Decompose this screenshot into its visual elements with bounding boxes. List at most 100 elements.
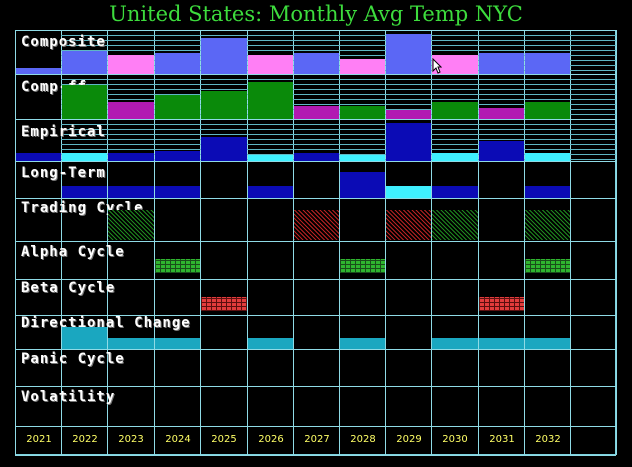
comp-ff-bar (62, 85, 107, 119)
long-term-bar (432, 186, 478, 198)
column-divider (431, 30, 432, 455)
mouse-cursor-icon (432, 58, 442, 74)
empirical-bar (525, 153, 570, 161)
year-label: 2027 (304, 434, 330, 445)
row-label-volatility: Volatility (21, 389, 116, 405)
year-label: 2025 (211, 434, 237, 445)
comp-ff-bar (108, 102, 154, 119)
row-divider (15, 74, 616, 75)
row-divider (15, 198, 616, 199)
empirical-bar (479, 141, 524, 161)
sub-gridline (61, 79, 616, 80)
sub-gridline (61, 35, 616, 36)
comp-ff-bar (432, 102, 478, 119)
alpha-cycle-mark (525, 259, 570, 273)
sub-gridline (61, 45, 616, 46)
row-label-beta-cycle: Beta Cycle (21, 280, 116, 296)
directional-change-bar (155, 338, 200, 349)
long-term-bar (340, 172, 385, 198)
sub-gridline (61, 134, 616, 135)
empirical-bar (201, 137, 247, 161)
directional-change-bar (62, 327, 107, 349)
composite-bar (108, 55, 154, 74)
long-term-bar (248, 186, 293, 198)
year-label: 2023 (118, 434, 144, 445)
directional-change-bar (248, 338, 293, 349)
long-term-bar (525, 186, 570, 198)
row-label-alpha-cycle: Alpha Cycle (21, 244, 125, 260)
year-label: 2021 (26, 434, 52, 445)
column-divider (107, 30, 108, 455)
empirical-bar (432, 153, 478, 161)
row-divider (15, 279, 616, 280)
row-label-long-term: Long-Term (21, 165, 106, 181)
year-label: 2028 (350, 434, 376, 445)
row-divider (15, 386, 616, 387)
row-divider (15, 455, 616, 456)
column-divider (385, 30, 386, 455)
column-divider (478, 30, 479, 455)
sub-gridline (61, 94, 616, 95)
column-divider (200, 30, 201, 455)
empirical-bar (155, 151, 200, 161)
row-divider (15, 349, 616, 350)
composite-bar (248, 55, 293, 74)
chart-title: United States: Monthly Avg Temp NYC (109, 2, 523, 26)
column-divider (15, 30, 16, 455)
comp-ff-bar (479, 108, 524, 119)
trading-cycle-mark (432, 210, 478, 240)
sub-gridline (61, 89, 616, 90)
composite-bar (340, 59, 385, 74)
sub-gridline (61, 144, 616, 145)
sub-gridline (61, 124, 616, 125)
directional-change-bar (432, 338, 478, 349)
row-label-panic-cycle: Panic Cycle (21, 351, 125, 367)
comp-ff-bar (525, 102, 570, 119)
composite-bar (294, 53, 339, 74)
composite-bar (386, 34, 431, 74)
empirical-bar (108, 153, 154, 161)
empirical-bar (294, 153, 339, 161)
trading-cycle-mark (525, 210, 570, 240)
comp-ff-bar (201, 91, 247, 119)
composite-bar (155, 53, 200, 74)
empirical-bar (62, 153, 107, 161)
directional-change-bar (340, 338, 385, 349)
year-label: 2026 (258, 434, 284, 445)
column-divider (524, 30, 525, 455)
column-divider (293, 30, 294, 455)
sub-gridline (61, 104, 616, 105)
directional-change-bar (479, 338, 524, 349)
composite-bar (432, 55, 478, 74)
long-term-bar (108, 186, 154, 198)
alpha-cycle-mark (340, 259, 385, 273)
column-divider (247, 30, 248, 455)
directional-change-bar (108, 338, 154, 349)
row-divider (15, 241, 616, 242)
row-divider (15, 426, 616, 427)
trading-cycle-mark (294, 210, 339, 240)
directional-change-bar (525, 338, 570, 349)
row-divider (15, 30, 616, 31)
long-term-bar (155, 186, 200, 198)
row-divider (15, 161, 616, 162)
composite-bar (479, 53, 524, 74)
composite-bar (525, 53, 570, 74)
column-divider (616, 30, 617, 455)
sub-gridline (61, 84, 616, 85)
year-label: 2022 (72, 434, 98, 445)
column-divider (154, 30, 155, 455)
empirical-bar (16, 153, 61, 161)
sub-gridline (61, 40, 616, 41)
composite-bar (16, 68, 61, 74)
sub-gridline (61, 99, 616, 100)
year-label: 2030 (442, 434, 468, 445)
composite-bar (62, 51, 107, 74)
empirical-bar (340, 155, 385, 161)
row-label-empirical: Empirical (21, 124, 106, 140)
comp-ff-bar (155, 95, 200, 119)
alpha-cycle-mark (155, 259, 200, 273)
empirical-bar (248, 155, 293, 161)
sub-gridline (61, 50, 616, 51)
trading-cycle-mark (108, 210, 154, 240)
